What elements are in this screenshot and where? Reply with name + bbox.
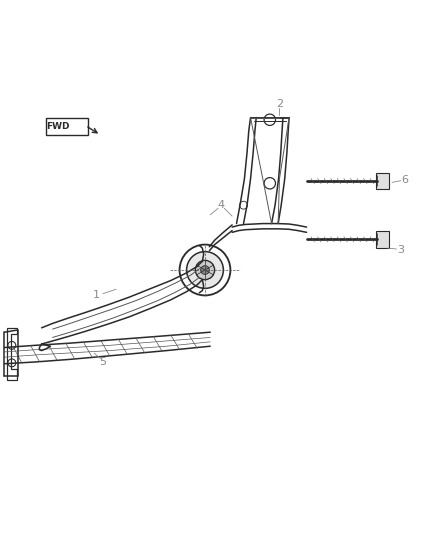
Text: FWD: FWD bbox=[46, 122, 70, 131]
FancyBboxPatch shape bbox=[376, 173, 389, 189]
Circle shape bbox=[187, 252, 223, 288]
Text: 5: 5 bbox=[99, 357, 106, 367]
Circle shape bbox=[195, 260, 215, 280]
Text: 4: 4 bbox=[218, 200, 225, 210]
Text: 1: 1 bbox=[93, 290, 100, 300]
Circle shape bbox=[201, 265, 209, 274]
Bar bbox=[46, 118, 88, 135]
FancyBboxPatch shape bbox=[376, 231, 389, 248]
Text: 6: 6 bbox=[402, 175, 409, 185]
Text: 3: 3 bbox=[397, 245, 404, 255]
Text: 2: 2 bbox=[276, 100, 283, 109]
